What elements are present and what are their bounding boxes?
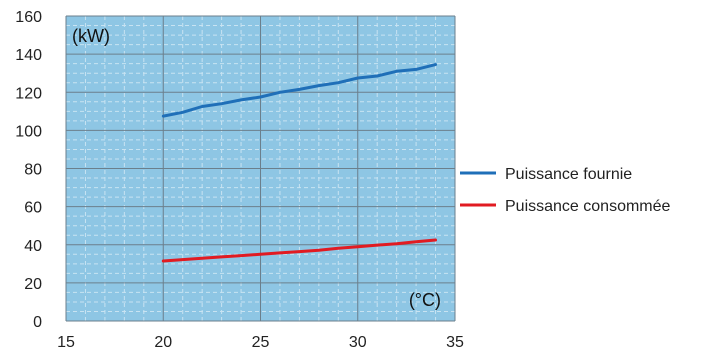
series-lines <box>161 63 437 263</box>
y-unit-label: (kW) <box>72 26 110 46</box>
series-line-1 <box>161 238 437 263</box>
series-line-0 <box>161 63 437 118</box>
x-tick-label: 20 <box>154 334 172 351</box>
y-tick-label: 60 <box>24 200 42 217</box>
y-tick-label: 20 <box>24 276 42 293</box>
legend-label-1: Puissance consommée <box>505 198 671 215</box>
y-tick-label: 100 <box>15 123 42 140</box>
x-tick-label: 35 <box>446 334 464 351</box>
y-tick-label: 140 <box>15 47 42 64</box>
x-unit-label: (°C) <box>409 290 441 310</box>
y-tick-label: 0 <box>33 314 42 331</box>
x-tick-label: 25 <box>252 334 270 351</box>
minor-grid <box>66 16 455 321</box>
y-axis-ticks: 0 20 40 60 80 100 120 140 160 <box>15 9 42 331</box>
major-grid <box>65 15 456 322</box>
y-tick-label: 120 <box>15 85 42 102</box>
y-tick-label: 160 <box>15 9 42 26</box>
x-tick-label: 30 <box>349 334 367 351</box>
x-tick-label: 15 <box>57 334 75 351</box>
legend: Puissance fournie Puissance consommée <box>460 166 671 215</box>
y-tick-label: 40 <box>24 238 42 255</box>
legend-label-0: Puissance fournie <box>505 166 632 183</box>
y-tick-label: 80 <box>24 162 42 179</box>
x-axis-ticks: 15 20 25 30 35 <box>57 334 464 351</box>
